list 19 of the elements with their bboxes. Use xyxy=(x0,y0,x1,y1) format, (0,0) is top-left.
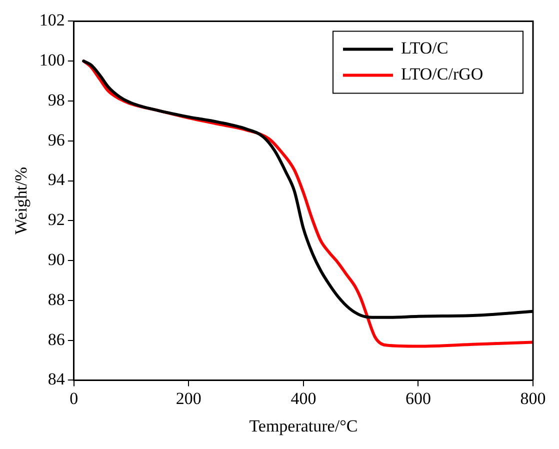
x-tick-label: 200 xyxy=(176,388,202,408)
y-tick-label: 92 xyxy=(48,210,65,230)
x-tick-label: 800 xyxy=(520,388,546,408)
y-tick-label: 98 xyxy=(48,90,65,110)
x-tick-label: 600 xyxy=(405,388,431,408)
x-tick-label: 0 xyxy=(70,388,78,408)
y-tick-label: 88 xyxy=(48,290,65,309)
y-tick-label: 94 xyxy=(48,170,66,190)
legend-label: LTO/C/rGO xyxy=(401,64,484,84)
legend-label: LTO/C xyxy=(401,38,448,58)
y-tick-label: 102 xyxy=(39,10,65,30)
x-axis-title: Temperature/°C xyxy=(249,416,358,436)
y-tick-label: 90 xyxy=(48,250,65,269)
y-tick-label: 100 xyxy=(39,50,65,70)
y-axis-title: Weight/% xyxy=(12,166,31,234)
x-tick-label: 400 xyxy=(290,388,316,408)
y-tick-label: 96 xyxy=(48,130,65,150)
y-tick-label: 84 xyxy=(48,370,66,389)
y-tick-label: 86 xyxy=(48,330,65,349)
